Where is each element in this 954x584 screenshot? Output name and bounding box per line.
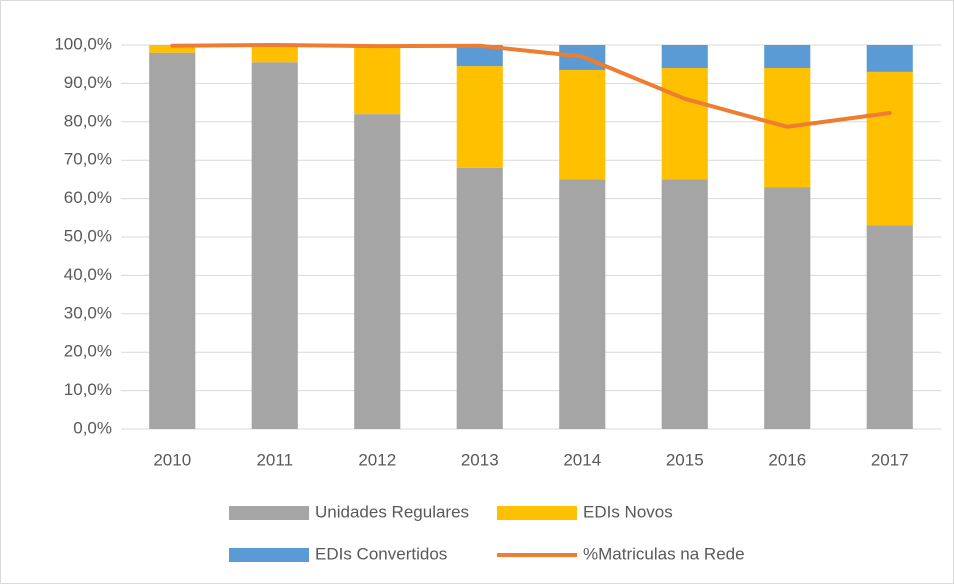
bar: [866, 225, 913, 429]
y-tick-label: 50,0%: [64, 226, 112, 245]
x-tick-label: 2011: [256, 450, 293, 469]
bar: [661, 179, 708, 429]
bar: [866, 71, 913, 226]
bar: [764, 187, 811, 429]
y-tick-label: 40,0%: [64, 265, 112, 284]
y-tick-label: 30,0%: [64, 303, 112, 322]
bar: [456, 45, 503, 67]
x-tick-label: 2017: [871, 450, 909, 469]
line: [170, 43, 892, 129]
y-tick-label: 20,0%: [64, 342, 112, 361]
bar: [354, 114, 401, 430]
bar: [456, 66, 503, 168]
legend-label: EDIs Novos: [583, 502, 673, 521]
y-tick-label: 70,0%: [64, 150, 112, 169]
y-tick-label: 10,0%: [64, 380, 112, 399]
legend-label: Unidades Regulares: [315, 502, 469, 521]
legend-swatch: [229, 548, 309, 562]
bar: [661, 68, 708, 180]
x-tick-label: 2016: [768, 450, 806, 469]
bar: [559, 69, 606, 180]
y-tick-label: 60,0%: [64, 188, 112, 207]
x-tick-label: 2015: [666, 450, 704, 469]
bar: [559, 179, 606, 429]
bar: [456, 167, 503, 429]
y-tick-label: 80,0%: [64, 111, 112, 130]
bar: [149, 52, 196, 430]
bar: [149, 45, 196, 53]
legend-label: EDIs Convertidos: [315, 544, 447, 563]
bar: [251, 62, 298, 429]
legend-swatch: [497, 506, 577, 520]
legend-label: %Matriculas na Rede: [583, 544, 745, 563]
bar: [661, 45, 708, 69]
bar: [866, 45, 913, 72]
x-tick-label: 2010: [153, 450, 191, 469]
x-tick-label: 2012: [358, 450, 396, 469]
bar: [764, 45, 811, 69]
bar: [354, 45, 401, 115]
legend-swatch: [229, 506, 309, 520]
bar: [251, 45, 298, 63]
x-tick-label: 2013: [461, 450, 499, 469]
y-tick-label: 100,0%: [54, 34, 112, 53]
y-tick-label: 0,0%: [73, 418, 112, 437]
y-tick-label: 90,0%: [64, 73, 112, 92]
x-tick-label: 2014: [563, 450, 601, 469]
